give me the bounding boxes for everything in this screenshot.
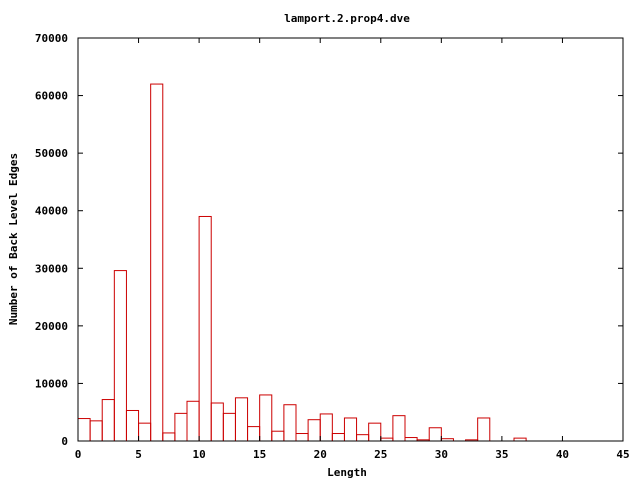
bar bbox=[113, 270, 127, 442]
x-tick-label: 40 bbox=[556, 448, 569, 461]
y-axis-label: Number of Back Level Edges bbox=[7, 153, 20, 325]
x-tick-label: 5 bbox=[135, 448, 142, 461]
bar bbox=[283, 404, 297, 442]
x-axis-label: Length bbox=[327, 466, 367, 479]
x-tick-label: 30 bbox=[435, 448, 448, 461]
y-tick-label: 40000 bbox=[35, 205, 68, 218]
bar bbox=[247, 426, 261, 442]
axes-group: 0 5 10 15 20 25 30 35 40 45 0 10000 20000 30000 40000 5… bbox=[35, 32, 630, 461]
bars-group bbox=[77, 83, 527, 442]
bar bbox=[331, 433, 345, 442]
bar bbox=[392, 415, 406, 442]
bar bbox=[150, 83, 164, 442]
bar bbox=[428, 427, 442, 442]
bar bbox=[271, 430, 285, 442]
chart-title: lamport.2.prop4.dve bbox=[284, 12, 410, 25]
y-tick-label: 60000 bbox=[35, 90, 68, 103]
x-tick-label: 35 bbox=[495, 448, 508, 461]
bar bbox=[295, 433, 309, 442]
bar bbox=[259, 394, 273, 442]
bar bbox=[222, 412, 236, 442]
plot-frame bbox=[77, 37, 624, 442]
x-tick-label: 25 bbox=[374, 448, 387, 461]
y-tick-label: 20000 bbox=[35, 320, 68, 333]
bar bbox=[319, 413, 333, 442]
bar bbox=[198, 215, 212, 442]
bar bbox=[101, 399, 115, 442]
bar bbox=[234, 397, 249, 442]
y-tick-label: 0 bbox=[61, 435, 68, 448]
bar bbox=[77, 418, 91, 442]
bar bbox=[477, 417, 491, 442]
x-tick-label: 15 bbox=[253, 448, 266, 461]
x-tick-label: 0 bbox=[75, 448, 82, 461]
bar bbox=[210, 402, 224, 442]
bar bbox=[307, 419, 321, 442]
y-tick-label: 10000 bbox=[35, 377, 68, 390]
bar bbox=[138, 422, 152, 442]
bar bbox=[125, 409, 140, 442]
x-tick-label: 10 bbox=[192, 448, 205, 461]
y-tick-label: 50000 bbox=[35, 147, 68, 160]
bar bbox=[174, 412, 188, 442]
bar bbox=[343, 417, 358, 442]
x-tick-label: 45 bbox=[616, 448, 629, 461]
bar bbox=[404, 437, 418, 442]
bar bbox=[356, 434, 370, 442]
y-tick-label: 30000 bbox=[35, 262, 68, 275]
x-tick-label: 20 bbox=[314, 448, 327, 461]
bar bbox=[368, 422, 382, 442]
bar bbox=[89, 420, 103, 442]
bar bbox=[162, 432, 176, 442]
bar bbox=[186, 400, 200, 442]
y-tick-label: 70000 bbox=[35, 32, 68, 45]
